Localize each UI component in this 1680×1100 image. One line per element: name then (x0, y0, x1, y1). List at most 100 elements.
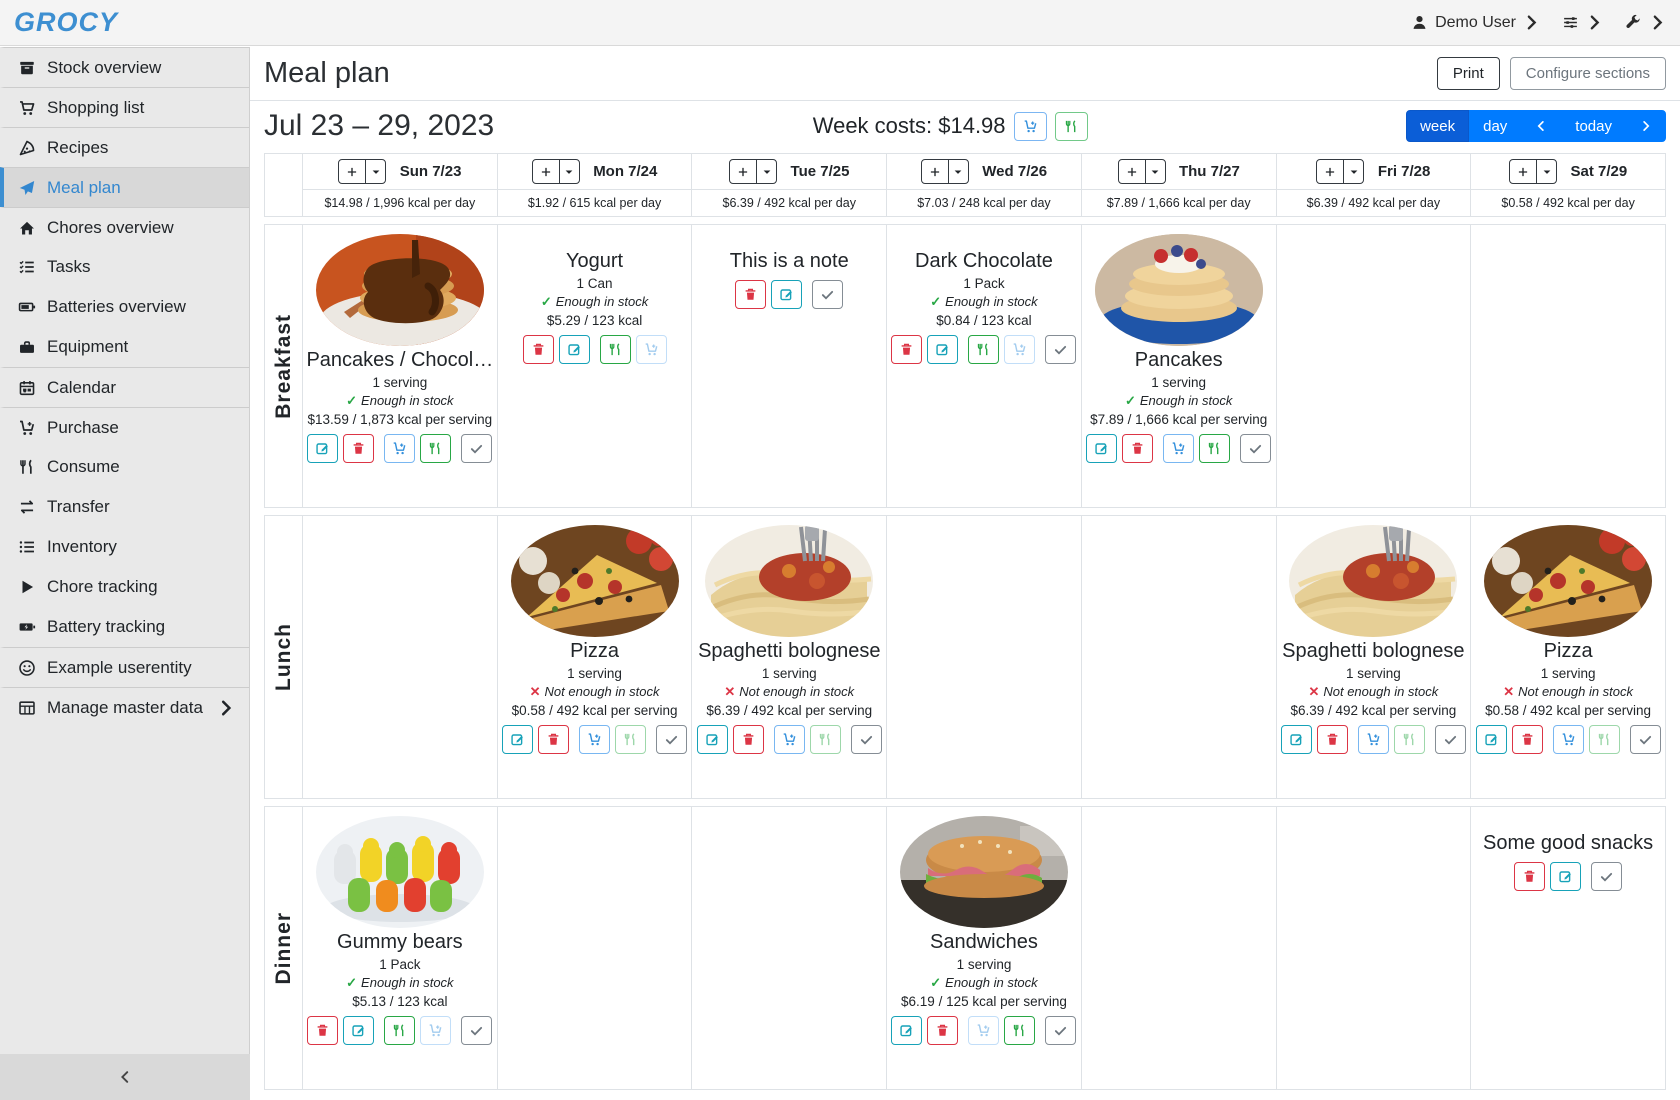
edit-button[interactable] (771, 280, 803, 309)
delete-button[interactable] (891, 335, 923, 364)
delete-button[interactable] (1514, 862, 1546, 891)
today-button[interactable]: today (1561, 110, 1626, 142)
sidebar-collapse-button[interactable] (0, 1054, 250, 1100)
delete-button[interactable] (307, 1016, 339, 1045)
product-title[interactable]: Gummy bears (337, 931, 463, 953)
add-week-to-shopping-list-button[interactable] (1013, 111, 1047, 141)
mark-done-button[interactable] (850, 725, 882, 754)
recipe-title[interactable]: Spaghetti bolognese (1282, 640, 1465, 662)
add-meal-button[interactable] (338, 159, 367, 184)
add-meal-button[interactable] (1509, 159, 1538, 184)
add-meal-button[interactable] (1316, 159, 1345, 184)
mark-done-button[interactable] (1434, 725, 1466, 754)
edit-button[interactable] (307, 434, 339, 463)
recipe-title[interactable]: Spaghetti bolognese (698, 640, 881, 662)
pancakes-berries-photo[interactable] (1095, 234, 1263, 346)
sidebar-item-recipes[interactable]: Recipes (0, 127, 249, 167)
sidebar-item-battery-tracking[interactable]: Battery tracking (0, 607, 249, 647)
delete-button[interactable] (732, 725, 764, 754)
pizza-photo[interactable] (511, 525, 679, 637)
delete-button[interactable] (1122, 434, 1154, 463)
mark-done-button[interactable] (461, 434, 493, 463)
sidebar-item-tasks[interactable]: Tasks (0, 247, 249, 287)
add-to-shopping-list-button[interactable] (635, 335, 667, 364)
sandwich-photo[interactable] (900, 816, 1068, 928)
gummy-bears-photo[interactable] (316, 816, 484, 928)
product-title[interactable]: Yogurt (566, 250, 624, 272)
edit-button[interactable] (502, 725, 534, 754)
edit-button[interactable] (1475, 725, 1507, 754)
delete-button[interactable] (343, 434, 375, 463)
edit-button[interactable] (696, 725, 728, 754)
sidebar-item-batteries-overview[interactable]: Batteries overview (0, 287, 249, 327)
add-to-shopping-list-button[interactable] (968, 1016, 1000, 1045)
add-meal-dropdown-button[interactable] (1144, 159, 1166, 184)
mark-done-button[interactable] (1045, 1016, 1077, 1045)
add-meal-dropdown-button[interactable] (1343, 159, 1365, 184)
delete-button[interactable] (735, 280, 767, 309)
print-button[interactable]: Print (1436, 57, 1500, 90)
add-to-shopping-list-button[interactable] (1163, 434, 1195, 463)
configure-sections-button[interactable]: Configure sections (1509, 57, 1666, 90)
add-to-shopping-list-button[interactable] (384, 434, 416, 463)
recipe-title[interactable]: Pizza (1543, 640, 1593, 662)
edit-button[interactable] (558, 335, 590, 364)
edit-button[interactable] (343, 1016, 375, 1045)
sidebar-item-inventory[interactable]: Inventory (0, 527, 249, 567)
sidebar-item-shopping-list[interactable]: Shopping list (0, 87, 249, 127)
delete-button[interactable] (927, 1016, 959, 1045)
consume-button[interactable] (968, 335, 1000, 364)
recipe-title[interactable]: Sandwiches (930, 931, 1038, 953)
sidebar-item-chores-overview[interactable]: Chores overview (0, 207, 249, 247)
sidebar-item-equipment[interactable]: Equipment (0, 327, 249, 367)
mark-done-button[interactable] (656, 725, 688, 754)
consume-button[interactable] (1199, 434, 1231, 463)
spaghetti-photo[interactable] (705, 525, 873, 637)
mark-done-button[interactable] (1591, 862, 1623, 891)
sidebar-item-chore-tracking[interactable]: Chore tracking (0, 567, 249, 607)
add-meal-dropdown-button[interactable] (365, 159, 387, 184)
add-meal-dropdown-button[interactable] (1536, 159, 1558, 184)
delete-button[interactable] (522, 335, 554, 364)
sidebar-item-example-userentity[interactable]: Example userentity (0, 647, 249, 687)
add-meal-button[interactable] (531, 159, 560, 184)
pizza-photo[interactable] (1484, 525, 1652, 637)
consume-button[interactable] (384, 1016, 416, 1045)
recipe-title[interactable]: Pancakes / Chocol… (306, 349, 494, 371)
consume-button[interactable] (420, 434, 452, 463)
settings-menu[interactable] (1562, 14, 1603, 31)
app-logo[interactable]: GROCY (14, 7, 119, 37)
consume-button[interactable] (1004, 1016, 1036, 1045)
add-to-shopping-list-button[interactable] (579, 725, 611, 754)
sidebar-item-stock-overview[interactable]: Stock overview (0, 47, 249, 87)
mark-done-button[interactable] (1629, 725, 1661, 754)
add-to-shopping-list-button[interactable] (1004, 335, 1036, 364)
mark-done-button[interactable] (1240, 434, 1272, 463)
recipe-title[interactable]: Pancakes (1134, 349, 1223, 371)
edit-button[interactable] (891, 1016, 923, 1045)
consume-button[interactable] (1588, 725, 1620, 754)
sidebar-item-meal-plan[interactable]: Meal plan (0, 167, 249, 207)
sidebar-item-calendar[interactable]: Calendar (0, 367, 249, 407)
next-week-button[interactable] (1626, 110, 1666, 142)
add-meal-button[interactable] (920, 159, 949, 184)
consume-button[interactable] (1393, 725, 1425, 754)
day-view-button[interactable]: day (1469, 110, 1522, 142)
sidebar-item-transfer[interactable]: Transfer (0, 487, 249, 527)
add-to-shopping-list-button[interactable] (1552, 725, 1584, 754)
add-to-shopping-list-button[interactable] (1357, 725, 1389, 754)
add-to-shopping-list-button[interactable] (420, 1016, 452, 1045)
delete-button[interactable] (1511, 725, 1543, 754)
week-view-button[interactable]: week (1406, 110, 1470, 142)
mark-done-button[interactable] (812, 280, 844, 309)
delete-button[interactable] (538, 725, 570, 754)
add-meal-dropdown-button[interactable] (558, 159, 580, 184)
add-meal-button[interactable] (729, 159, 758, 184)
consume-week-button[interactable] (1054, 111, 1088, 141)
edit-button[interactable] (927, 335, 959, 364)
previous-week-button[interactable] (1521, 110, 1562, 142)
add-meal-button[interactable] (1117, 159, 1146, 184)
add-meal-dropdown-button[interactable] (756, 159, 778, 184)
sidebar-item-purchase[interactable]: Purchase (0, 407, 249, 447)
admin-menu[interactable] (1625, 14, 1666, 31)
